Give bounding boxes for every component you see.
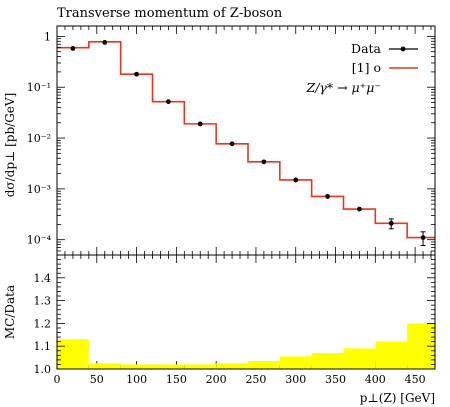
x-tick-label: 50	[90, 373, 104, 386]
x-tick-label: 400	[365, 373, 386, 386]
ratio-band-bin	[311, 353, 344, 369]
x-tick-label: 0	[54, 373, 61, 386]
data-point	[229, 141, 235, 147]
ratio-y-tick-label: 1.1	[34, 340, 52, 353]
data-point	[166, 99, 171, 105]
x-tick-label: 200	[206, 373, 227, 386]
main-panel: 1 10⁻¹ 10⁻² 10⁻³ 10⁻⁴	[27, 25, 436, 369]
legend-marker-data	[400, 46, 406, 52]
ratio-band-bin	[375, 341, 408, 369]
data-point	[134, 71, 139, 77]
data-point	[197, 121, 203, 127]
main-y-tick-label: 10⁻⁴	[27, 234, 52, 247]
data-point	[388, 220, 394, 226]
data-point	[325, 194, 330, 199]
ratio-band-bin	[152, 364, 185, 369]
x-tick-label: 300	[285, 373, 306, 386]
legend-note: Z/γ* → μ⁺μ⁻	[306, 80, 381, 95]
legend-label-data: Data	[351, 41, 381, 56]
ratio-band-bin	[216, 363, 248, 369]
main-y-axis-label: dσ/dp⊥ [pb/GeV]	[3, 93, 17, 198]
ratio-frame	[56, 254, 436, 370]
ratio-band-bin	[184, 364, 217, 369]
data-point	[102, 40, 108, 45]
x-tick-label: 150	[166, 373, 187, 386]
ratio-band-bin	[343, 348, 376, 369]
ratio-band-bin	[57, 339, 89, 369]
ratio-y-tick-label: 1.0	[34, 363, 52, 376]
data-point	[293, 177, 299, 183]
mc-step-line	[57, 41, 435, 239]
ratio-band-bin	[279, 356, 312, 369]
data-point	[357, 206, 362, 212]
main-y-tick-label: 10⁻²	[27, 132, 51, 145]
data-point	[70, 46, 76, 51]
ratio-band-bin	[247, 361, 280, 369]
legend-label-mc: [1] o	[352, 60, 381, 75]
ratio-y-tick-label: 1.3	[34, 295, 52, 308]
x-axis-label: p⊥(Z) [GeV]	[360, 391, 435, 405]
chart-title: Transverse momentum of Z-boson	[57, 6, 283, 21]
ratio-band-bin	[88, 363, 121, 369]
main-y-tick-label: 10⁻¹	[27, 81, 51, 94]
data-point	[420, 235, 426, 240]
ratio-band-bin	[120, 364, 153, 369]
x-tick-label: 100	[126, 373, 147, 386]
x-tick-label: 250	[245, 373, 266, 386]
ratio-y-tick-label: 1.2	[34, 317, 52, 330]
x-tick-label: 350	[325, 373, 346, 386]
legend: Data [1] o Z/γ* → μ⁺μ⁻	[306, 41, 418, 95]
ratio-y-tick-label: 1.4	[34, 272, 52, 285]
x-tick-label: 450	[405, 373, 426, 386]
ratio-panel: 0 50 100 150 200 250 300 350 400 450 1.0 1.1 1.2 1.3 1…	[34, 254, 436, 386]
ratio-y-axis-label: MC/Data	[3, 285, 17, 339]
main-y-tick-label: 10⁻³	[27, 183, 51, 196]
data-point	[261, 159, 267, 165]
main-y-tick-label: 1	[44, 30, 51, 43]
